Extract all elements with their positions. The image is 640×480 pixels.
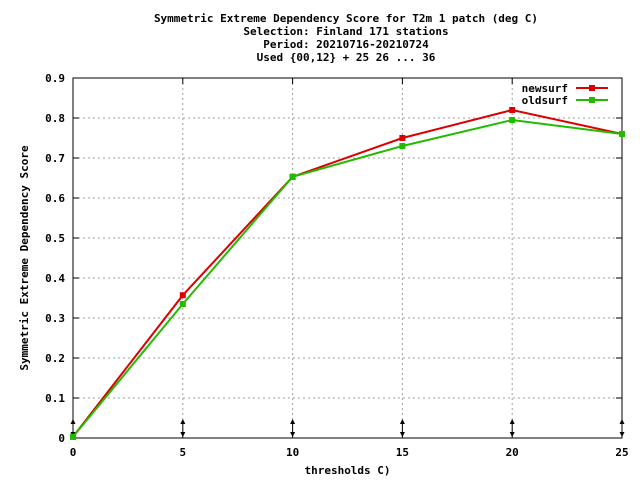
x-tick-label: 5 — [179, 446, 186, 459]
y-tick-label: 0.2 — [45, 352, 65, 365]
arrow-marker-head-up — [70, 419, 76, 424]
legend-marker-newsurf — [589, 85, 595, 91]
arrow-marker-head-up — [619, 419, 625, 424]
y-tick-label: 0.9 — [45, 72, 65, 85]
arrow-marker-head-up — [290, 419, 296, 424]
chart-title: Symmetric Extreme Dependency Score for T… — [154, 12, 538, 64]
y-axis-label: Symmetric Extreme Dependency Score — [18, 145, 31, 371]
data-point-oldsurf — [509, 117, 516, 123]
x-tick-label: 20 — [506, 446, 519, 459]
threshold-arrow-markers — [70, 419, 625, 437]
axes: 0 0.1 0.2 0.3 0.4 0.5 0.6 0.7 0.8 0.9 0 5 10 15 20 25 — [45, 72, 629, 459]
title-line-2: Selection: Finland 171 stations — [243, 25, 448, 38]
y-tick-label: 0.3 — [45, 312, 65, 325]
title-line-3: Period: 20210716-20210724 — [263, 38, 429, 51]
y-tick-label: 0.4 — [45, 272, 65, 285]
arrow-marker-head-down — [509, 432, 515, 437]
data-point-oldsurf — [289, 173, 296, 180]
series-layer — [70, 107, 625, 440]
legend-marker-oldsurf — [589, 97, 595, 103]
y-tick-label: 0.7 — [45, 152, 65, 165]
x-tick-label: 25 — [615, 446, 628, 459]
data-point-oldsurf — [179, 301, 186, 307]
data-point-oldsurf — [619, 131, 625, 137]
x-tick-label: 0 — [70, 446, 77, 459]
y-tick-label: 0.6 — [45, 192, 65, 205]
plot-frame — [72, 77, 623, 439]
data-point-newsurf — [179, 292, 186, 299]
grid-lines — [73, 78, 622, 438]
title-line-1: Symmetric Extreme Dependency Score for T… — [154, 12, 538, 25]
legend-label-oldsurf: oldsurf — [522, 94, 568, 107]
arrow-marker-head-up — [509, 419, 515, 424]
y-tick-label: 0.5 — [45, 232, 65, 245]
data-point-oldsurf — [399, 143, 406, 149]
arrow-marker-head-down — [619, 432, 625, 437]
data-point-oldsurf — [70, 433, 76, 440]
x-tick-label: 10 — [286, 446, 299, 459]
arrow-marker-head-down — [399, 432, 405, 437]
x-tick-label: 15 — [396, 446, 409, 459]
data-point-newsurf — [509, 107, 516, 113]
data-point-newsurf — [399, 135, 406, 141]
arrow-marker-head-down — [290, 432, 296, 437]
y-tick-label: 0.1 — [45, 392, 65, 405]
arrow-marker-head-up — [399, 419, 405, 424]
series-line-newsurf — [72, 108, 623, 438]
y-tick-label: 0.8 — [45, 112, 65, 125]
legend-label-newsurf: newsurf — [522, 82, 568, 95]
y-tick-label: 0 — [58, 432, 65, 445]
arrow-marker-head-down — [180, 432, 186, 437]
title-line-4: Used {00,12} + 25 26 ... 36 — [257, 51, 436, 64]
series-line-oldsurf — [72, 118, 623, 438]
x-axis-label: thresholds C) — [304, 464, 390, 477]
arrow-marker-head-up — [180, 419, 186, 424]
